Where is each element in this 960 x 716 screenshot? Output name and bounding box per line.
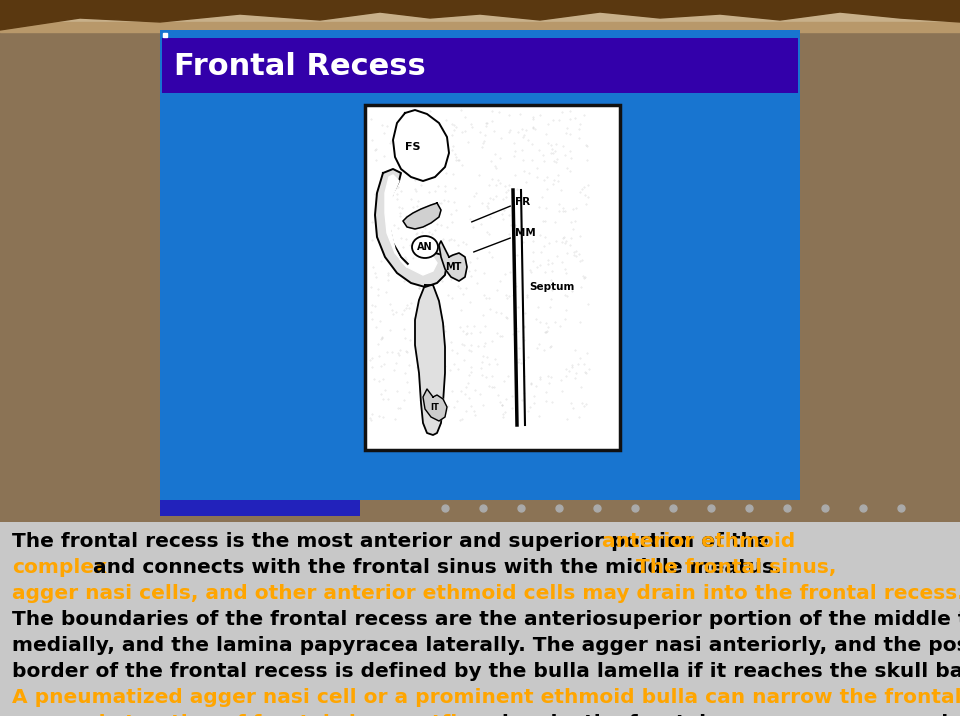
Text: anterior ethmoid: anterior ethmoid xyxy=(602,532,795,551)
Text: IT: IT xyxy=(431,404,440,412)
Bar xyxy=(160,30,800,500)
Text: border of the frontal recess is defined by the bulla lamella if it reaches the s: border of the frontal recess is defined … xyxy=(12,662,960,681)
Bar xyxy=(365,105,620,450)
Polygon shape xyxy=(423,389,447,421)
Text: cause obstruction of frontal sinus outflow: cause obstruction of frontal sinus outfl… xyxy=(12,714,490,716)
Text: A pneumatized agger nasi cell or a prominent ethmoid bulla can narrow the fronta: A pneumatized agger nasi cell or a promi… xyxy=(12,688,960,707)
Text: Frontal Recess: Frontal Recess xyxy=(174,52,425,81)
Text: MM: MM xyxy=(515,228,536,238)
Text: MT: MT xyxy=(444,262,461,272)
Text: AN: AN xyxy=(418,242,433,252)
Text: , and make the frontal recess appear as a ductlike: , and make the frontal recess appear as … xyxy=(452,714,960,716)
Polygon shape xyxy=(0,22,960,32)
Text: Septum: Septum xyxy=(529,282,574,292)
Bar xyxy=(0,522,960,716)
Polygon shape xyxy=(385,175,437,275)
Bar xyxy=(0,0,960,32)
Polygon shape xyxy=(0,0,960,30)
Text: complex: complex xyxy=(12,558,108,577)
Polygon shape xyxy=(415,285,445,435)
Text: medially, and the lamina papyracea laterally. The agger nasi anteriorly, and the: medially, and the lamina papyracea later… xyxy=(12,636,960,655)
Text: and connects with the frontal sinus with the middle meatus.: and connects with the frontal sinus with… xyxy=(86,558,788,577)
Text: FS: FS xyxy=(405,142,420,152)
Polygon shape xyxy=(375,169,447,287)
Bar xyxy=(160,500,360,516)
Text: FR: FR xyxy=(515,197,530,207)
Polygon shape xyxy=(403,203,441,229)
Ellipse shape xyxy=(412,236,438,258)
Text: agger nasi cells, and other anterior ethmoid cells may drain into the frontal re: agger nasi cells, and other anterior eth… xyxy=(12,584,960,603)
Text: The frontal recess is the most anterior and superior portion of the: The frontal recess is the most anterior … xyxy=(12,532,776,551)
Text: The boundaries of the frontal recess are the anteriosuperior portion of the midd: The boundaries of the frontal recess are… xyxy=(12,610,960,629)
Polygon shape xyxy=(439,241,467,281)
Text: The frontal sinus,: The frontal sinus, xyxy=(636,558,836,577)
Polygon shape xyxy=(393,110,449,181)
Bar xyxy=(162,38,798,93)
